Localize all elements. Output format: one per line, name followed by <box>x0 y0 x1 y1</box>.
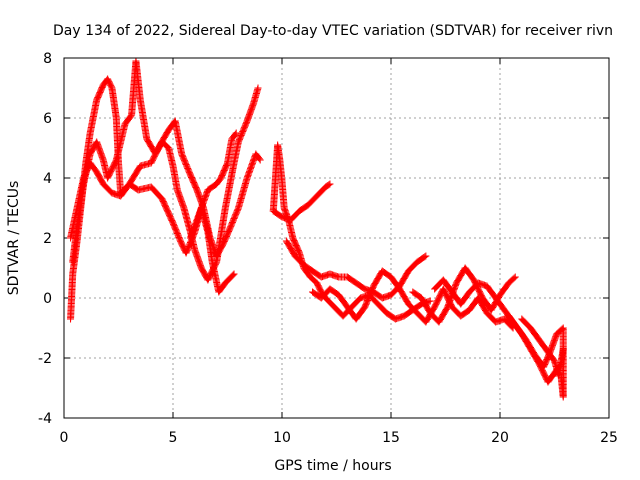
y-tick-label: -4 <box>38 411 52 427</box>
x-tick-label: 15 <box>382 430 400 446</box>
grid <box>64 58 609 418</box>
y-tick-label: 2 <box>43 231 52 247</box>
x-axis-label: GPS time / hours <box>274 458 391 474</box>
y-axis-label: SDTVAR / TECUs <box>6 181 22 296</box>
data-points <box>67 57 567 401</box>
data-point <box>510 274 518 282</box>
tick-labels: 0 5 10 15 20 25 -4 -2 0 2 4 6 8 <box>38 51 618 446</box>
x-tick-label: 20 <box>491 430 509 446</box>
x-tick-label: 0 <box>60 430 69 446</box>
data-point <box>422 252 430 260</box>
data-point <box>559 345 567 353</box>
plot-frame <box>63 57 610 419</box>
data-point <box>511 273 519 281</box>
y-tick-label: 0 <box>43 291 52 307</box>
data-point <box>231 130 239 138</box>
data-point <box>254 84 262 92</box>
x-tick-label: 25 <box>600 430 618 446</box>
chart-title: Day 134 of 2022, Sidereal Day-to-day VTE… <box>53 23 613 39</box>
x-tick-label: 5 <box>169 430 178 446</box>
data-point <box>325 181 333 189</box>
data-point <box>421 253 429 261</box>
data-point <box>426 297 434 305</box>
x-tick-label: 10 <box>273 430 291 446</box>
data-point <box>230 270 238 278</box>
y-tick-label: -2 <box>38 351 52 367</box>
y-tick-label: 4 <box>43 171 52 187</box>
data-point <box>232 129 240 137</box>
y-tick-label: 8 <box>43 51 52 67</box>
data-point <box>255 155 263 163</box>
y-tick-label: 6 <box>43 111 52 127</box>
data-point <box>326 180 334 188</box>
data-point <box>229 271 237 279</box>
data-point <box>256 156 264 164</box>
